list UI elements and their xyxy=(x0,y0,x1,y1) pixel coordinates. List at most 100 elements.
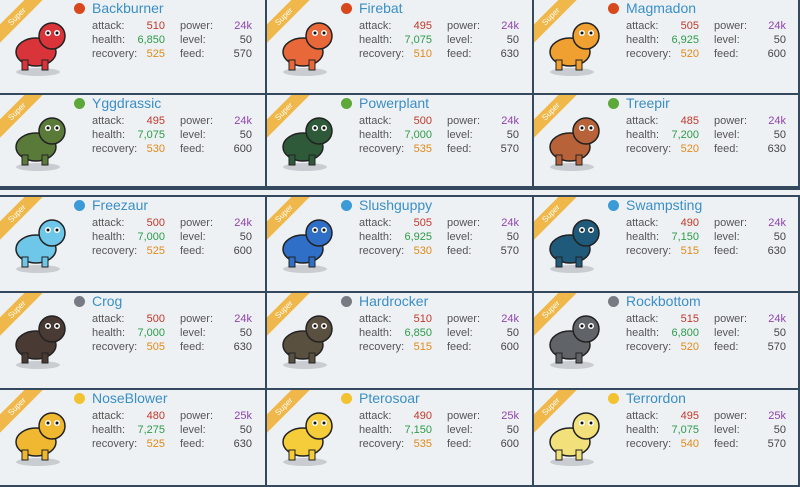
pet-image xyxy=(15,412,66,466)
super-badge: Super xyxy=(267,390,311,434)
stat-label: health: xyxy=(92,231,126,243)
stat-value: 570 xyxy=(500,143,519,155)
pet-card: Super Crog attack: 500 health: 7,000 recovery:… xyxy=(0,293,267,390)
pet-name: Freezaur xyxy=(92,197,149,213)
stat-value: 520 xyxy=(680,341,699,353)
element-icon xyxy=(608,200,619,211)
stat-value: 25k xyxy=(501,410,519,422)
stat-label: power: xyxy=(180,410,214,422)
pet-image xyxy=(282,315,333,369)
badge-box: Super xyxy=(0,95,44,139)
stat-value: 50 xyxy=(506,327,519,339)
stat-label: recovery: xyxy=(359,341,405,353)
stat-label: feed: xyxy=(447,438,472,450)
stat-label: recovery: xyxy=(626,438,672,450)
element-icon xyxy=(74,296,85,307)
super-badge: Super xyxy=(534,390,578,434)
stat-value: 600 xyxy=(500,341,519,353)
stat-label: attack: xyxy=(359,410,392,422)
stat-value: 515 xyxy=(413,341,432,353)
stat-label: level: xyxy=(714,424,740,436)
stat-value: 50 xyxy=(506,129,519,141)
stat-label: power: xyxy=(714,410,748,422)
badge-box: Super xyxy=(534,0,578,44)
stat-value: 7,075 xyxy=(137,129,165,141)
stat-label: attack: xyxy=(359,217,392,229)
badge-box: Super xyxy=(0,293,44,337)
stat-value: 630 xyxy=(767,143,786,155)
stat-label: power: xyxy=(714,313,748,325)
stat-value: 50 xyxy=(773,424,786,436)
stat-label: recovery: xyxy=(92,245,138,257)
pet-name: Hardrocker xyxy=(359,293,429,309)
pet-card: Super Hardrocker attack: 510 health: 6,850 rec… xyxy=(267,293,534,390)
stat-label: level: xyxy=(447,129,473,141)
stat-label: power: xyxy=(180,20,214,32)
row-separator xyxy=(0,188,800,197)
stat-value: 525 xyxy=(146,438,165,450)
stat-label: feed: xyxy=(714,245,739,257)
stat-value: 495 xyxy=(680,410,699,422)
pet-name: Backburner xyxy=(92,0,164,16)
badge-box: Super xyxy=(0,197,44,241)
pet-card: Super Pterosoar attack: 490 health: 7,150 reco… xyxy=(267,390,534,487)
element-icon xyxy=(608,296,619,307)
pet-card: Super Magmadon attack: 505 health: 6,925 recov… xyxy=(534,0,800,95)
stat-value: 535 xyxy=(413,438,432,450)
stat-label: attack: xyxy=(359,20,392,32)
stat-label: health: xyxy=(626,34,660,46)
badge-box: Super xyxy=(267,197,311,241)
element-icon xyxy=(341,3,352,14)
pet-name: Treepir xyxy=(626,95,670,111)
element-icon xyxy=(608,393,619,404)
stat-label: feed: xyxy=(447,143,472,155)
stat-label: recovery: xyxy=(626,143,672,155)
stat-label: attack: xyxy=(92,20,125,32)
stat-label: attack: xyxy=(92,115,125,127)
stat-label: attack: xyxy=(626,313,659,325)
stat-label: attack: xyxy=(626,115,659,127)
stat-value: 630 xyxy=(233,438,252,450)
stat-value: 50 xyxy=(773,231,786,243)
stat-value: 600 xyxy=(233,143,252,155)
badge-box: Super xyxy=(534,197,578,241)
stat-value: 24k xyxy=(501,313,519,325)
stat-value: 50 xyxy=(239,424,252,436)
stat-value: 530 xyxy=(413,245,432,257)
stat-label: level: xyxy=(447,424,473,436)
badge-box: Super xyxy=(534,293,578,337)
pet-card: Super Firebat attack: 495 health: 7,075 recove… xyxy=(267,0,534,95)
stat-label: feed: xyxy=(447,48,472,60)
super-badge: Super xyxy=(534,95,578,139)
stat-label: level: xyxy=(180,327,206,339)
stat-label: attack: xyxy=(626,20,659,32)
stat-value: 24k xyxy=(234,115,252,127)
super-badge: Super xyxy=(267,0,311,44)
stat-value: 600 xyxy=(767,48,786,60)
stat-label: power: xyxy=(447,217,481,229)
stat-value: 570 xyxy=(767,438,786,450)
pet-card: Super Terrordon attack: 495 health: 7,075 reco… xyxy=(534,390,800,487)
stat-label: attack: xyxy=(92,313,125,325)
super-badge: Super xyxy=(0,390,44,434)
element-icon xyxy=(341,296,352,307)
stat-label: level: xyxy=(180,129,206,141)
stat-value: 500 xyxy=(413,115,432,127)
stat-value: 24k xyxy=(501,217,519,229)
stat-value: 24k xyxy=(768,217,786,229)
stat-value: 510 xyxy=(146,20,165,32)
pet-name: Terrordon xyxy=(626,390,686,406)
pet-card: Super Swampsting attack: 490 health: 7,150 rec… xyxy=(534,197,800,293)
stat-value: 24k xyxy=(768,115,786,127)
stat-label: recovery: xyxy=(359,48,405,60)
super-badge: Super xyxy=(0,293,44,337)
pet-image xyxy=(549,22,600,76)
stat-value: 50 xyxy=(506,34,519,46)
stat-value: 7,075 xyxy=(671,424,699,436)
stat-value: 24k xyxy=(768,313,786,325)
stat-label: level: xyxy=(447,327,473,339)
stat-value: 7,275 xyxy=(137,424,165,436)
stat-value: 525 xyxy=(146,245,165,257)
stat-value: 570 xyxy=(233,48,252,60)
